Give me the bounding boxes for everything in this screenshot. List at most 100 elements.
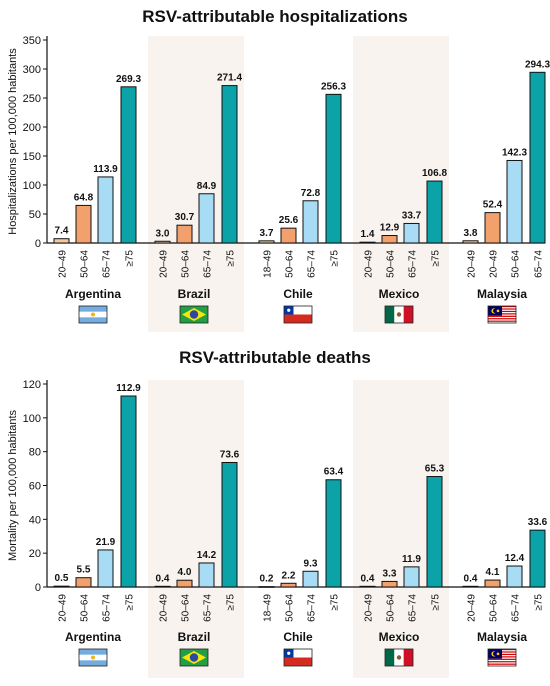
- flag-emblem: [396, 655, 402, 660]
- flag-green-band: [385, 306, 395, 323]
- flag-red-band: [403, 649, 413, 666]
- bar: [97, 176, 114, 244]
- panel-title: RSV-attributable hospitalizations: [142, 7, 407, 26]
- bar: [462, 240, 479, 244]
- y-tick-label: 80: [29, 447, 41, 459]
- data-label: 3.7: [260, 228, 274, 239]
- flag-argentina-icon: [78, 305, 108, 324]
- panel-deaths: RSV-attributable deaths Mortality per 100…: [7, 348, 548, 678]
- y-axis-label: Mortality per 100,000 habitants: [7, 409, 19, 561]
- flag-border: [78, 305, 108, 324]
- country-group-argentina: 0.5 20–49 5.5 50–64 21.9 65–74 112.9 ≥75 Argenti…: [53, 383, 141, 667]
- x-tick-label: 50–64: [181, 250, 192, 278]
- y-tick-label: 100: [23, 413, 41, 425]
- flag-border: [487, 305, 517, 324]
- bar: [359, 585, 376, 588]
- country-group-malaysia: 3.8 20–49 52.4 20–49 142.3 50–64 294.3 65–74 Mal…: [462, 59, 550, 324]
- flag-star: [287, 308, 291, 312]
- bar: [97, 549, 114, 588]
- flag-crescent-cut: [493, 308, 498, 314]
- panel-hospitalizations: RSV-attributable hospitalizations Hospita…: [7, 7, 550, 332]
- x-tick-label: ≥75: [431, 594, 442, 611]
- flag-brazil-icon: [179, 305, 209, 324]
- bar: [280, 227, 297, 244]
- data-label: 0.2: [260, 574, 274, 585]
- bar: [325, 93, 342, 244]
- x-tick-label: ≥75: [534, 594, 545, 611]
- data-label: 72.8: [301, 188, 321, 199]
- data-label: 64.8: [74, 192, 94, 203]
- country-group-brazil: 3.0 20–49 30.7 50–64 84.9 65–74 271.4 ≥75 Brazil: [154, 73, 242, 324]
- x-tick-label: 50–64: [285, 250, 296, 278]
- flag-top-band: [79, 649, 107, 655]
- country-group-argentina: 7.4 20–49 64.8 50–64 113.9 65–74 269.3 ≥75 Argen…: [53, 74, 141, 324]
- country-label: Chile: [283, 287, 313, 301]
- flag-star: [496, 309, 500, 313]
- data-label: 12.4: [505, 553, 525, 564]
- data-label: 7.4: [55, 226, 69, 237]
- data-label: 63.4: [324, 467, 344, 478]
- x-tick-label: 50–64: [80, 250, 91, 278]
- data-label: 256.3: [321, 81, 346, 92]
- bar: [302, 200, 319, 244]
- bar: [280, 582, 297, 588]
- y-tick-label: 60: [29, 481, 41, 493]
- country-group-chile: 3.7 18–49 25.6 50–64 72.8 65–74 256.3 ≥75 Chile: [258, 81, 346, 324]
- bar: [359, 241, 376, 244]
- y-tick-label: 350: [23, 35, 41, 47]
- data-label: 84.9: [197, 181, 217, 192]
- flag-stripe: [488, 320, 516, 322]
- flag-mexico-icon: [384, 648, 414, 667]
- flag-border: [384, 305, 414, 324]
- data-label: 0.4: [156, 573, 170, 584]
- y-axis-label: Hospitalizations per 100,000 habitants: [7, 48, 19, 235]
- bar: [462, 585, 479, 588]
- flag-border: [487, 648, 517, 667]
- x-tick-label: 18–49: [263, 594, 274, 622]
- flag-stripe: [488, 321, 516, 324]
- bar: [258, 586, 275, 588]
- x-tick-label: 20–49: [467, 250, 478, 278]
- y-tick-label: 300: [23, 64, 41, 76]
- bar: [120, 395, 137, 588]
- bar: [426, 180, 443, 244]
- country-label: Mexico: [379, 630, 420, 644]
- data-label: 0.4: [464, 573, 478, 584]
- data-label: 271.4: [217, 73, 242, 84]
- bar: [403, 222, 420, 244]
- data-label: 4.1: [486, 567, 500, 578]
- bar: [403, 566, 420, 588]
- y-tick-label: 50: [29, 209, 41, 221]
- y-tick-label: 0: [35, 582, 41, 594]
- x-tick-label: 50–64: [489, 594, 500, 622]
- bar: [221, 461, 238, 588]
- x-tick-label: 20–49: [58, 594, 69, 622]
- flag-chile-icon: [283, 648, 313, 667]
- y-tick-label: 100: [23, 180, 41, 192]
- flag-stripe: [488, 318, 516, 320]
- data-label: 4.0: [178, 567, 192, 578]
- x-tick-label: 50–64: [386, 250, 397, 278]
- flag-chile-icon: [283, 305, 313, 324]
- x-tick-label: ≥75: [125, 594, 136, 611]
- y-tick-label: 20: [29, 548, 41, 560]
- x-tick-label: 50–64: [285, 594, 296, 622]
- bar: [176, 224, 193, 244]
- x-tick-label: 65–74: [203, 594, 214, 622]
- data-label: 73.6: [220, 449, 240, 460]
- country-label: Malaysia: [477, 630, 527, 644]
- bar: [176, 579, 193, 588]
- data-label: 112.9: [116, 383, 141, 394]
- flag-stripe: [488, 658, 516, 661]
- country-group-mexico: 1.4 20–49 12.9 50–64 33.7 65–74 106.8 ≥75 Mexico: [359, 168, 447, 324]
- bar: [120, 86, 137, 244]
- y-tick-label: 0: [35, 238, 41, 250]
- data-label: 0.4: [361, 573, 375, 584]
- data-label: 9.3: [304, 558, 318, 569]
- country-group-malaysia: 0.4 20–49 4.1 50–64 12.4 65–74 33.6 ≥75 Malaysia: [462, 517, 548, 667]
- x-tick-label: 65–74: [534, 250, 545, 278]
- country-label: Argentina: [65, 287, 121, 301]
- bar: [381, 580, 398, 588]
- bar: [258, 240, 275, 244]
- flag-stripe: [488, 319, 516, 321]
